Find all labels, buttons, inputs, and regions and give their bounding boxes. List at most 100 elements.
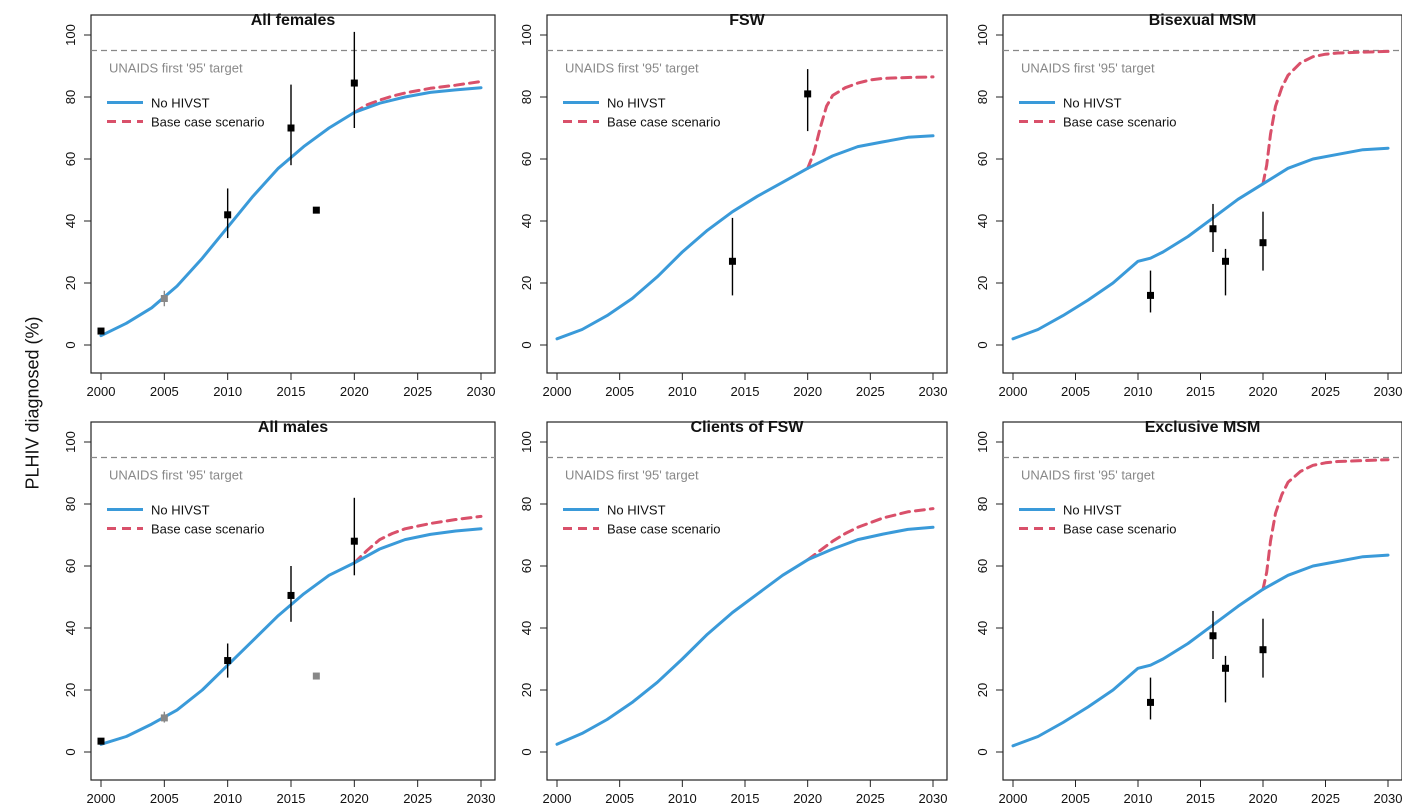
y-tick-label: 60 (519, 559, 534, 573)
panel-title: All males (258, 419, 328, 436)
target-label: UNAIDS first '95' target (109, 61, 243, 76)
legend-label-no-hivst: No HIVST (151, 503, 210, 518)
series-line-base-case (352, 514, 483, 565)
legend-label-no-hivst: No HIVST (607, 96, 666, 111)
x-tick-label: 2000 (543, 791, 572, 805)
data-point (1147, 698, 1154, 706)
x-tick-label: 2025 (856, 791, 885, 805)
x-tick-label: 2025 (403, 384, 432, 399)
y-tick-label: 20 (519, 276, 534, 290)
target-label: UNAIDS first '95' target (109, 468, 243, 483)
data-point (1147, 291, 1154, 299)
x-tick-label: 2015 (731, 384, 760, 399)
panel-5: Clients of FSW 0 20 40 60 80 100 2000 2005 2010 20… (519, 419, 948, 805)
panel-frame (1002, 14, 1402, 374)
x-tick-label: 2010 (668, 384, 697, 399)
y-tick-label: 60 (63, 559, 78, 573)
y-tick-label: 60 (975, 559, 990, 573)
panel-frame (90, 14, 496, 374)
x-tick-label: 2030 (467, 384, 496, 399)
data-point (350, 537, 358, 545)
x-tick-label: 2020 (1249, 384, 1278, 399)
data-point (804, 90, 812, 98)
x-tick-label: 2020 (793, 384, 822, 399)
y-tick-label: 60 (519, 152, 534, 166)
x-tick-label: 2015 (277, 384, 306, 399)
data-point (1259, 239, 1267, 247)
legend-label-base-case: Base case scenario (607, 115, 720, 130)
target-label: UNAIDS first '95' target (565, 61, 699, 76)
series-line-base-case (806, 507, 935, 562)
data-point (160, 295, 168, 302)
y-tick-label: 100 (63, 431, 78, 453)
legend-label-no-hivst: No HIVST (151, 96, 210, 111)
y-tick-label: 20 (519, 683, 534, 697)
panel-3: Bisexual MSM 0 20 40 60 80 100 2000 2005 2010 2015… (975, 12, 1402, 399)
legend-label-base-case: Base case scenario (607, 522, 720, 537)
data-point (224, 211, 232, 219)
data-point (97, 737, 105, 745)
y-tick-label: 60 (975, 152, 990, 166)
y-tick-label: 0 (975, 341, 990, 348)
legend-label-base-case: Base case scenario (1063, 522, 1176, 537)
x-tick-label: 2015 (1186, 384, 1215, 399)
series-line-no-hivst (555, 525, 935, 746)
series-line-no-hivst (555, 134, 935, 341)
y-tick-label: 80 (63, 497, 78, 511)
x-tick-label: 2030 (919, 791, 948, 805)
series-line-base-case (806, 75, 935, 170)
x-tick-label: 2020 (340, 384, 369, 399)
series-line-base-case (352, 80, 483, 114)
data-point (1259, 646, 1267, 654)
x-tick-label: 2030 (919, 384, 948, 399)
y-tick-label: 20 (63, 683, 78, 697)
data-point (728, 257, 736, 265)
y-tick-label: 40 (519, 621, 534, 635)
x-tick-label: 2020 (340, 791, 369, 805)
x-tick-label: 2005 (605, 384, 634, 399)
y-tick-label: 100 (975, 24, 990, 46)
x-tick-label: 2010 (213, 791, 242, 805)
x-tick-label: 2005 (150, 384, 179, 399)
panel-title: Clients of FSW (691, 419, 805, 436)
x-tick-label: 2000 (999, 384, 1028, 399)
data-point (350, 79, 358, 87)
data-point (160, 714, 168, 722)
target-label: UNAIDS first '95' target (1021, 468, 1155, 483)
legend-label-base-case: Base case scenario (151, 115, 264, 130)
data-point (224, 657, 232, 665)
data-point (1209, 632, 1217, 640)
y-tick-label: 100 (63, 24, 78, 46)
target-label: UNAIDS first '95' target (565, 468, 699, 483)
y-tick-label: 80 (975, 90, 990, 104)
x-tick-label: 2000 (87, 384, 116, 399)
x-tick-label: 2015 (731, 791, 760, 805)
y-tick-label: 40 (63, 621, 78, 635)
x-tick-label: 2025 (403, 791, 432, 805)
legend-label-no-hivst: No HIVST (1063, 96, 1122, 111)
legend-label-no-hivst: No HIVST (607, 503, 666, 518)
data-point (1209, 225, 1217, 233)
x-tick-label: 2030 (1374, 791, 1402, 805)
series-line-base-case (1261, 458, 1390, 591)
panel-2: FSW 0 20 40 60 80 100 2000 2005 2010 2015 2020 2025 2… (519, 12, 948, 399)
panel-title: All females (251, 12, 336, 29)
x-tick-label: 2025 (856, 384, 885, 399)
y-tick-label: 80 (519, 90, 534, 104)
panel-title: Bisexual MSM (1149, 12, 1257, 29)
y-tick-label: 60 (63, 152, 78, 166)
x-tick-label: 2005 (150, 791, 179, 805)
legend-label-no-hivst: No HIVST (1063, 503, 1122, 518)
y-tick-label: 20 (975, 683, 990, 697)
y-tick-label: 0 (519, 341, 534, 348)
panel-frame (90, 421, 496, 781)
data-point (287, 591, 295, 599)
x-tick-label: 2025 (1311, 384, 1340, 399)
y-tick-label: 40 (63, 214, 78, 228)
x-tick-label: 2015 (277, 791, 306, 805)
data-point (97, 327, 105, 335)
x-tick-label: 2010 (1124, 791, 1153, 805)
panel-1: All females 0 20 40 60 80 100 2000 2005 2010 2015 2… (63, 12, 496, 399)
y-tick-label: 20 (63, 276, 78, 290)
